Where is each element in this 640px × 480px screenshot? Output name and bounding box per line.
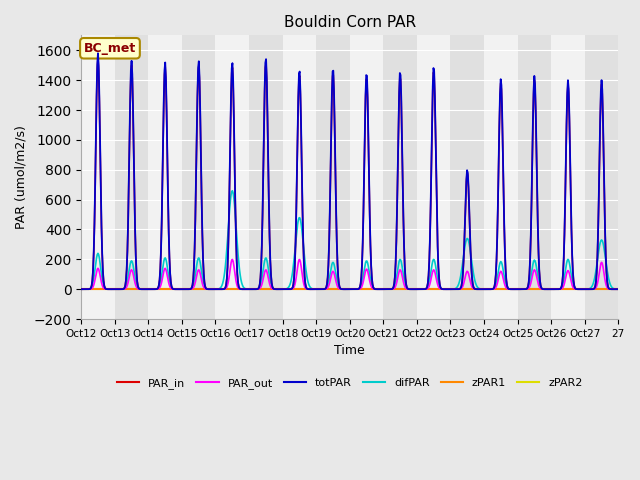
Bar: [148, 36, 182, 319]
Bar: [115, 36, 148, 319]
Bar: [283, 36, 316, 319]
Y-axis label: PAR (umol/m2/s): PAR (umol/m2/s): [15, 125, 28, 229]
Bar: [484, 36, 518, 319]
Bar: [417, 36, 451, 319]
Bar: [350, 36, 383, 319]
Bar: [518, 36, 551, 319]
Text: BC_met: BC_met: [84, 42, 136, 55]
Title: Bouldin Corn PAR: Bouldin Corn PAR: [284, 15, 416, 30]
Bar: [585, 36, 618, 319]
Bar: [216, 36, 249, 319]
Bar: [81, 36, 115, 319]
Bar: [551, 36, 585, 319]
Bar: [249, 36, 283, 319]
Bar: [383, 36, 417, 319]
Legend: PAR_in, PAR_out, totPAR, difPAR, zPAR1, zPAR2: PAR_in, PAR_out, totPAR, difPAR, zPAR1, …: [113, 373, 587, 393]
Bar: [316, 36, 350, 319]
Bar: [451, 36, 484, 319]
X-axis label: Time: Time: [334, 344, 365, 357]
Bar: [182, 36, 216, 319]
